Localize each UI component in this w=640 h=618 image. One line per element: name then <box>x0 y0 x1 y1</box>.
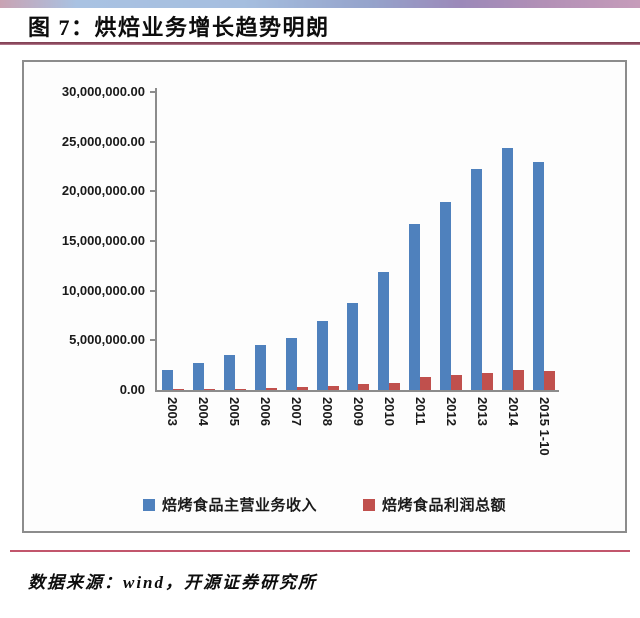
data-source-note: 数据来源：wind，开源证券研究所 <box>28 573 318 592</box>
bar-revenue-2004 <box>192 363 204 390</box>
bar-revenue-2005 <box>223 355 235 390</box>
legend-item-profit: 焙烤食品利润总额 <box>363 494 506 515</box>
y-axis-tick-label: 30,000,000.00 <box>61 84 145 99</box>
bar-revenue-2015 1-10 <box>532 162 544 390</box>
bar-profit-2013 <box>482 373 494 390</box>
y-axis-tick-label: 20,000,000.00 <box>61 183 145 199</box>
x-axis-label-2003: 2003 <box>165 397 181 426</box>
bar-profit-2010 <box>389 383 401 390</box>
x-axis-line <box>155 390 559 392</box>
bar-profit-2007 <box>296 387 308 390</box>
bar-profit-2004 <box>203 389 215 390</box>
legend-label-revenue: 焙烤食品主营业务收入 <box>161 497 317 514</box>
y-axis-tick <box>150 190 155 193</box>
bar-revenue-2013 <box>471 169 483 390</box>
y-axis-tick-label: 15,000,000.00 <box>61 233 145 248</box>
header-gradient-bar <box>0 0 640 8</box>
bar-revenue-2010 <box>378 272 390 390</box>
y-axis-tick-label: 0.00 <box>119 382 145 397</box>
x-axis-label-2008: 2008 <box>320 397 336 426</box>
title-divider <box>0 42 640 45</box>
bar-revenue-2006 <box>254 345 266 390</box>
x-axis-label-2015 1-10: 2015 1-10 <box>536 397 552 456</box>
x-axis-label-2007: 2007 <box>289 397 305 426</box>
bar-revenue-2007 <box>285 338 297 390</box>
footer-divider <box>10 550 630 552</box>
x-axis-label-2013: 2013 <box>474 397 490 426</box>
y-axis-tick <box>150 339 155 342</box>
bar-revenue-2003 <box>161 370 173 390</box>
legend-label-profit: 焙烤食品利润总额 <box>382 497 507 514</box>
figure-title: 图 7：烘焙业务增长趋势明朗 <box>28 15 330 40</box>
chart-panel: 0.00 5,000,000.00 10,000,000.00 15,000,000.… <box>22 60 627 533</box>
bar-revenue-2009 <box>347 303 359 390</box>
bar-profit-2012 <box>451 375 463 390</box>
bar-profit-2014 <box>513 370 525 390</box>
legend-swatch-revenue <box>142 498 155 511</box>
x-axis-label-2012: 2012 <box>443 397 459 426</box>
y-axis-tick-label: 5,000,000.00 <box>69 332 145 348</box>
x-axis-label-2006: 2006 <box>258 397 274 426</box>
x-axis-label-2014: 2014 <box>505 397 521 426</box>
x-axis-label-2010: 2010 <box>381 397 397 426</box>
x-axis-label-2011: 2011 <box>412 397 428 426</box>
bar-revenue-2011 <box>409 224 421 390</box>
bar-revenue-2012 <box>440 202 452 390</box>
bar-profit-2008 <box>327 386 339 390</box>
y-axis-tick <box>150 289 155 292</box>
y-axis-tick <box>150 91 155 93</box>
y-axis-line <box>155 88 157 392</box>
bar-profit-2011 <box>420 377 432 390</box>
x-axis-label-2005: 2005 <box>227 397 243 426</box>
legend-item-revenue: 焙烤食品主营业务收入 <box>142 494 317 515</box>
bar-profit-2005 <box>234 389 246 390</box>
y-axis-tick <box>150 240 155 242</box>
y-axis-tick <box>150 140 155 143</box>
legend-swatch-profit <box>363 498 375 511</box>
plot-area: 0.00 5,000,000.00 10,000,000.00 15,000,000.… <box>24 62 625 531</box>
bar-revenue-2008 <box>316 321 328 390</box>
x-axis-label-2004: 2004 <box>196 397 212 426</box>
chart-legend: 焙烤食品主营业务收入 焙烤食品利润总额 <box>24 494 625 515</box>
bar-revenue-2014 <box>502 148 514 390</box>
bar-profit-2003 <box>172 389 184 390</box>
bar-profit-2015 1-10 <box>543 371 555 390</box>
y-axis-tick-label: 10,000,000.00 <box>61 282 145 298</box>
bar-profit-2006 <box>265 388 277 390</box>
x-axis-label-2009: 2009 <box>351 397 366 426</box>
y-axis-tick-label: 25,000,000.00 <box>61 133 145 149</box>
bar-profit-2009 <box>358 384 370 390</box>
